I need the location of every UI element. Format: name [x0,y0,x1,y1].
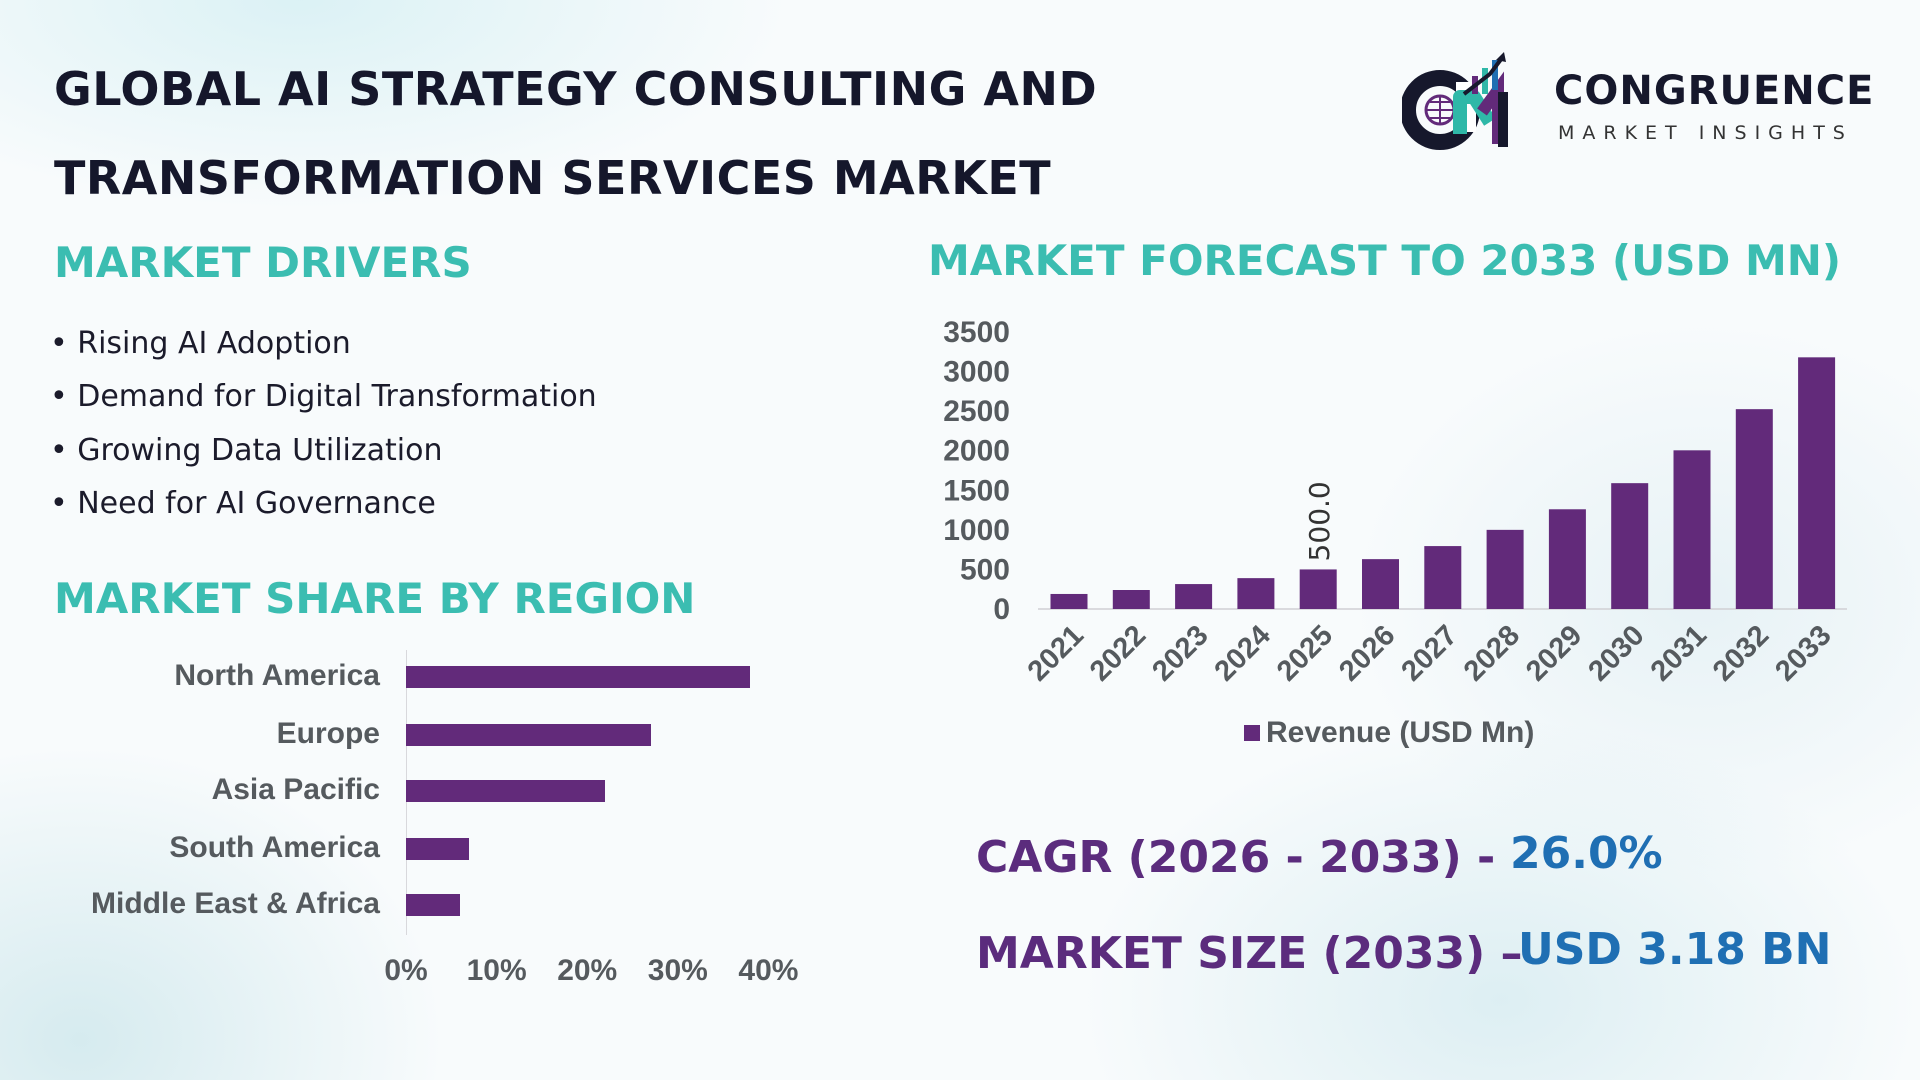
logo-tagline: MARKET INSIGHTS [1558,122,1853,144]
forecast-bar [1735,409,1773,609]
forecast-y-tick: 2000 [943,435,1010,468]
forecast-x-tick: 2025 [1271,619,1339,687]
driver-item: • Rising AI Adoption [50,326,351,361]
region-label: North America [174,659,380,692]
forecast-y-tick: 500 [960,553,1010,586]
region-x-tick: 40% [738,954,799,987]
region-chart-title: MARKET SHARE BY REGION [54,574,696,623]
forecast-x-tick: 2032 [1707,619,1775,687]
logo-name: CONGRUENCE [1554,68,1875,114]
forecast-chart-title: MARKET FORECAST TO 2033 (USD MN) [928,236,1842,285]
forecast-y-tick: 3500 [943,316,1010,349]
forecast-x-tick: 2022 [1084,619,1152,687]
region-bar [406,666,751,688]
forecast-x-tick: 2028 [1458,619,1526,687]
forecast-y-tick: 0 [993,593,1010,626]
cagr-value: 26.0% [1510,828,1663,879]
company-logo: CONGRUENCE MARKET INSIGHTS [1400,52,1875,156]
region-label: Europe [276,717,380,750]
cm-monogram-icon [1400,52,1508,150]
forecast-x-tick: 2026 [1333,619,1401,687]
forecast-y-tick: 1000 [943,514,1010,547]
forecast-bar [1237,578,1275,609]
region-label: Asia Pacific [211,773,380,806]
region-x-tick: 30% [647,954,708,987]
region-x-tick: 20% [557,954,618,987]
forecast-bar [1548,509,1586,609]
forecast-bar [1798,357,1836,609]
driver-text: Need for AI Governance [77,486,436,521]
forecast-x-tick: 2021 [1022,619,1090,687]
forecast-bar [1486,529,1524,609]
region-bar [406,724,651,746]
forecast-x-tick: 2031 [1645,619,1713,687]
forecast-y-tick: 1500 [943,474,1010,507]
forecast-bar [1299,569,1337,609]
page-title-line-2: TRANSFORMATION SERVICES MARKET [54,151,1052,205]
forecast-bar [1050,593,1088,609]
cagr-label: CAGR (2026 - 2033) - [976,832,1496,883]
forecast-y-tick: 3000 [943,356,1010,389]
driver-text: Demand for Digital Transformation [77,379,597,414]
region-x-tick: 0% [384,954,428,987]
region-bar [406,780,606,802]
forecast-bar [1112,590,1150,609]
legend-label: Revenue (USD Mn) [1266,716,1535,749]
driver-item: • Demand for Digital Transformation [50,379,597,414]
forecast-bar [1611,483,1649,609]
region-bar [406,894,461,916]
forecast-bar [1424,546,1462,609]
forecast-legend: Revenue (USD Mn) [1244,716,1534,750]
legend-swatch [1244,725,1260,741]
market-drivers-heading: MARKET DRIVERS [54,238,472,287]
region-x-tick: 10% [466,954,527,987]
forecast-bar [1362,559,1399,609]
forecast-bar [1673,450,1711,609]
forecast-data-label: 500.0 [1303,481,1336,561]
forecast-x-tick: 2033 [1769,619,1837,687]
driver-text: Rising AI Adoption [77,326,351,361]
page-title-line-1: GLOBAL AI STRATEGY CONSULTING AND [54,62,1098,116]
forecast-x-tick: 2024 [1209,619,1277,687]
driver-item: • Need for AI Governance [50,486,436,521]
driver-text: Growing Data Utilization [77,433,443,468]
market-size-label: MARKET SIZE (2033) – [976,928,1523,979]
forecast-x-tick: 2023 [1146,619,1214,687]
region-label: South America [169,831,380,864]
forecast-x-tick: 2030 [1582,619,1650,687]
market-size-value: USD 3.18 BN [1518,924,1832,975]
forecast-x-tick: 2029 [1520,619,1588,687]
forecast-x-tick: 2027 [1396,619,1464,687]
region-bar [406,838,470,860]
region-label: Middle East & Africa [91,887,380,920]
driver-item: • Growing Data Utilization [50,433,443,468]
forecast-bar [1175,584,1213,609]
forecast-y-tick: 2500 [943,395,1010,428]
